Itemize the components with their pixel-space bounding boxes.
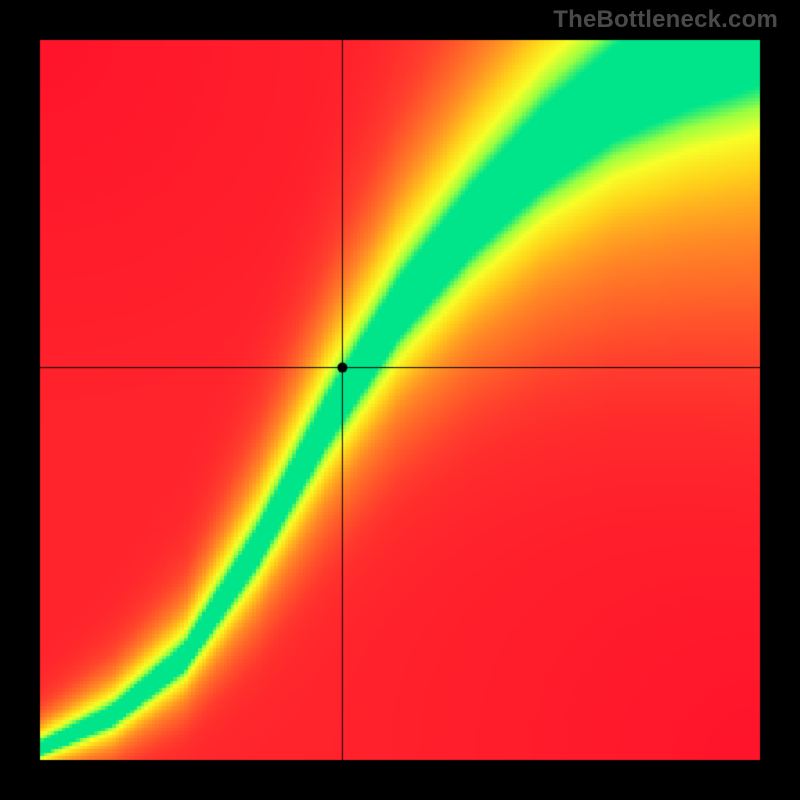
watermark-text: TheBottleneck.com: [553, 6, 778, 34]
chart-container: TheBottleneck.com: [0, 0, 800, 800]
bottleneck-heatmap: [0, 0, 800, 800]
